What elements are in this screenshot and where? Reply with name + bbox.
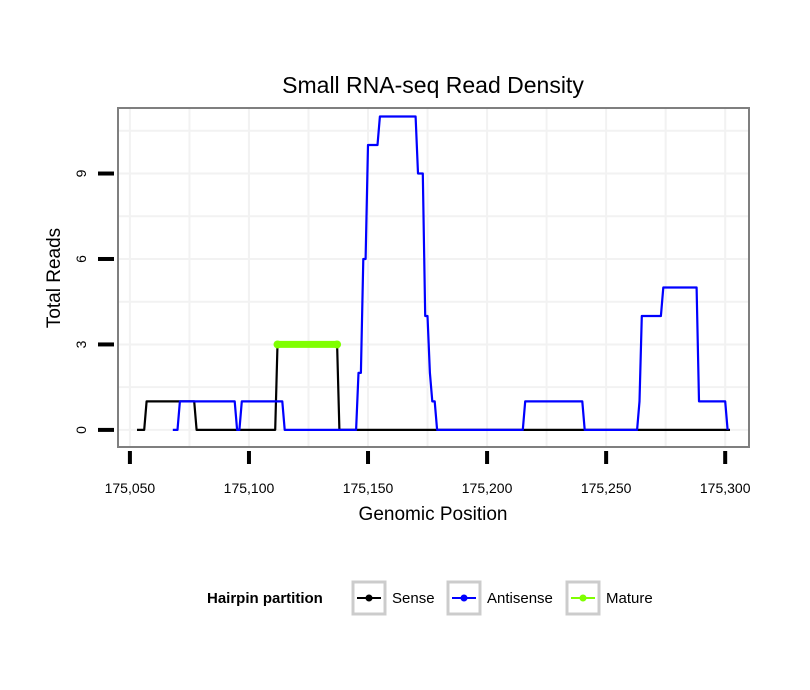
plot-area — [118, 108, 749, 447]
legend-key-point — [365, 594, 373, 602]
x-tick-label: 175,250 — [581, 480, 632, 496]
x-tick-label: 175,200 — [462, 480, 513, 496]
legend-label: Sense — [392, 590, 435, 607]
legend-label: Mature — [606, 590, 653, 607]
legend-entry-antisense: Antisense — [446, 580, 553, 616]
plot-border — [117, 107, 750, 448]
y-axis-title: Total Reads — [44, 228, 65, 328]
x-axis: 175,050 175,100 175,150 175,200 175,250 175,3… — [105, 451, 751, 496]
legend-entry-sense: Sense — [351, 580, 435, 616]
y-axis: 0 3 6 9 — [73, 169, 114, 434]
x-tick-label: 175,300 — [700, 480, 751, 496]
series-line-sense — [137, 343, 730, 431]
series-point-mature — [333, 340, 342, 349]
x-tick-label: 175,100 — [224, 480, 275, 496]
legend-key-point — [460, 594, 468, 602]
series-point-mature — [273, 340, 282, 349]
legend-label: Antisense — [487, 590, 553, 607]
legend-key-point — [579, 594, 587, 602]
legend-title: Hairpin partition — [207, 590, 323, 607]
series-line-antisense — [172, 115, 729, 431]
y-tick-label: 3 — [73, 340, 89, 348]
x-tick-label: 175,050 — [105, 480, 156, 496]
y-tick-label: 0 — [73, 426, 89, 434]
legend: Hairpin partition Sense Antisense Mature — [207, 580, 653, 616]
y-tick-label: 6 — [73, 255, 89, 263]
chart-title: Small RNA-seq Read Density — [282, 72, 584, 98]
x-tick-label: 175,150 — [343, 480, 394, 496]
legend-entry-mature: Mature — [565, 580, 653, 616]
legend-entries: Sense Antisense Mature — [351, 580, 653, 616]
series-layer — [137, 115, 730, 431]
y-tick-label: 9 — [73, 169, 89, 177]
x-axis-title: Genomic Position — [359, 504, 508, 525]
